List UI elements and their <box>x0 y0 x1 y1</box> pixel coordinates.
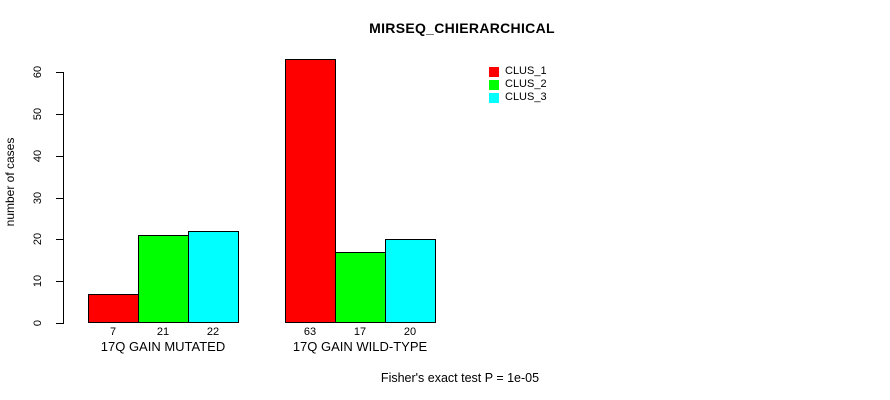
legend-swatch <box>489 92 499 103</box>
y-axis-tick <box>56 323 63 324</box>
bar-value-label: 7 <box>109 326 117 338</box>
legend-label: CLUS_3 <box>505 91 547 103</box>
y-axis-tick-label: 30 <box>32 191 44 204</box>
legend-item: CLUS_2 <box>489 78 547 91</box>
bar <box>188 230 239 323</box>
bar-value-label: 63 <box>303 326 317 338</box>
bar <box>285 59 336 323</box>
bar-value-label: 20 <box>403 326 417 338</box>
chart-title: MIRSEQ_CHIERARCHICAL <box>369 20 555 36</box>
footnote: Fisher's exact test P = 1e-05 <box>380 371 540 385</box>
y-axis-tick-label: 0 <box>32 319 44 327</box>
y-axis-tick <box>56 281 63 283</box>
bar-value-label: 22 <box>206 326 220 338</box>
bar-value-label: 17 <box>353 326 367 338</box>
legend-item: CLUS_1 <box>489 65 547 78</box>
legend-label: CLUS_2 <box>505 78 547 90</box>
y-axis-label: number of cases <box>3 137 17 227</box>
legend-item: CLUS_3 <box>489 91 547 104</box>
category-label: 17Q GAIN MUTATED <box>100 339 226 354</box>
y-axis-tick-label: 10 <box>32 275 44 288</box>
y-axis-tick <box>56 155 63 157</box>
legend-label: CLUS_1 <box>505 65 547 77</box>
y-axis-line <box>63 72 64 324</box>
legend-swatch <box>489 66 499 77</box>
y-axis-tick-label: 40 <box>32 149 44 162</box>
category-label: 17Q GAIN WILD-TYPE <box>292 339 428 354</box>
legend: CLUS_1 CLUS_2 CLUS_3 <box>489 65 547 104</box>
bar <box>335 251 386 323</box>
y-axis-tick <box>56 113 63 115</box>
bar <box>385 239 436 323</box>
y-axis-tick <box>56 239 63 241</box>
bar <box>138 235 189 323</box>
y-axis-tick <box>56 72 63 73</box>
y-axis-tick-label: 60 <box>32 65 44 79</box>
bar-value-label: 21 <box>156 326 170 338</box>
legend-swatch <box>489 79 499 90</box>
bar <box>88 293 139 323</box>
y-axis-tick-label: 20 <box>32 233 44 246</box>
y-axis-tick <box>56 197 63 199</box>
y-axis-tick-label: 50 <box>32 107 44 120</box>
